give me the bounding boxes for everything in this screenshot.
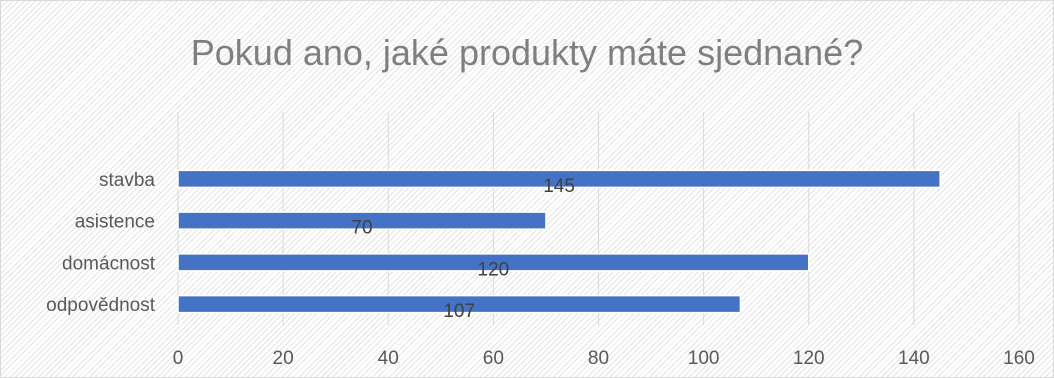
x-tick-label: 0: [173, 348, 184, 369]
data-label: 145: [543, 176, 575, 197]
x-tick-label: 100: [688, 348, 720, 369]
data-label: 107: [443, 301, 475, 322]
bars: [177, 169, 941, 314]
bar: [177, 253, 810, 272]
x-tick-label: 20: [273, 348, 294, 369]
x-tick-label: 120: [793, 348, 825, 369]
category-label: domácnost: [62, 253, 156, 274]
chart-title: Pokud ano, jaké produkty máte sjednané?: [190, 32, 864, 73]
x-tick-label: 80: [588, 348, 609, 369]
category-axis: stavba asistence domácnost odpovědnost: [46, 170, 156, 316]
category-label: asistence: [75, 212, 155, 233]
data-label: 70: [351, 218, 372, 239]
x-tick-label: 60: [483, 348, 504, 369]
data-label: 120: [478, 259, 510, 280]
value-axis: 0 20 40 60 80 100 120 140 160: [173, 348, 1035, 369]
x-tick-label: 40: [378, 348, 399, 369]
bar: [177, 211, 547, 230]
category-label: odpovědnost: [46, 295, 156, 316]
x-tick-label: 160: [1003, 348, 1035, 369]
x-tick-label: 140: [898, 348, 930, 369]
category-label: stavba: [99, 170, 155, 191]
bar: [177, 294, 742, 314]
bar: [177, 169, 941, 189]
